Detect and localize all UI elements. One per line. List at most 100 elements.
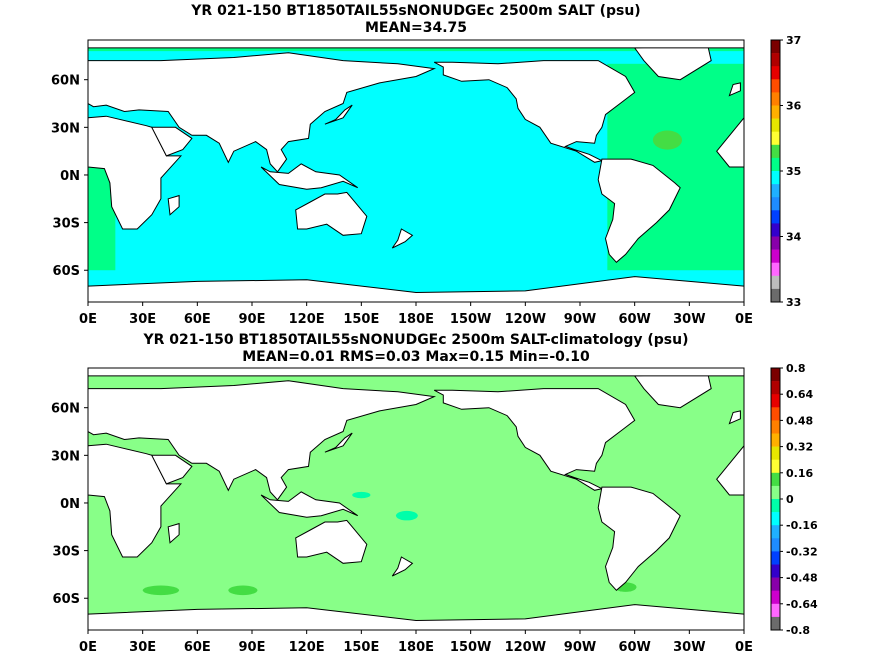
x-tick-label: 60E bbox=[184, 640, 211, 655]
colorbar-label: -0.64 bbox=[786, 598, 818, 611]
x-tick-label: 150W bbox=[450, 640, 491, 655]
landmass-americas_s bbox=[597, 158, 681, 263]
x-tick-label: 30W bbox=[673, 640, 705, 655]
landmass-africa_w bbox=[716, 445, 744, 496]
colorbar-label: -0.48 bbox=[786, 572, 818, 585]
y-tick-label: 30S bbox=[53, 217, 80, 232]
colorbar-segment bbox=[771, 577, 780, 591]
colorbar-segment bbox=[771, 459, 780, 474]
landmass-antarctica bbox=[88, 604, 744, 630]
colorbar-label: 33 bbox=[786, 296, 801, 309]
landmass-arctic bbox=[88, 40, 744, 49]
landmass-uk bbox=[728, 82, 741, 97]
colorbar-segment bbox=[771, 590, 780, 605]
colorbar-label: -0.32 bbox=[786, 545, 818, 558]
x-tick-label: 120E bbox=[289, 640, 325, 655]
landmass-madagascar bbox=[167, 522, 180, 544]
positive-patch bbox=[142, 585, 180, 596]
x-tick-label: 120E bbox=[289, 312, 325, 327]
landmass-americas_s bbox=[597, 486, 681, 591]
colorbar-segment bbox=[771, 79, 780, 93]
near-zero-patch bbox=[395, 510, 418, 521]
colorbar-segment bbox=[771, 144, 780, 159]
x-tick-label: 60W bbox=[618, 640, 650, 655]
colorbar-label: 0.64 bbox=[786, 388, 813, 401]
landmass-eurasia bbox=[88, 380, 437, 501]
x-tick-label: 90E bbox=[239, 640, 266, 655]
colorbar-segment bbox=[771, 66, 780, 80]
y-tick-label: 60N bbox=[51, 402, 80, 417]
y-tick-label: 30N bbox=[51, 121, 80, 136]
colorbar-segment bbox=[771, 381, 780, 395]
colorbar-segment bbox=[771, 118, 780, 132]
landmass-uk bbox=[728, 410, 741, 425]
colorbar-segment bbox=[771, 368, 780, 382]
colorbar-segment bbox=[771, 92, 780, 106]
colorbar-label: -0.16 bbox=[786, 519, 818, 532]
top-panel-title: YR 021-150 BT1850TAIL55sNONUDGEc 2500m S… bbox=[191, 3, 641, 19]
landmass-africa bbox=[88, 443, 183, 558]
colorbar-segment bbox=[771, 551, 780, 565]
colorbar-label: 37 bbox=[786, 34, 801, 47]
positive-patch bbox=[228, 585, 258, 596]
x-tick-label: 60W bbox=[618, 312, 650, 327]
colorbar-label: 35 bbox=[786, 165, 801, 178]
colorbar-segment bbox=[771, 157, 780, 172]
colorbar-label: 0.16 bbox=[786, 467, 813, 480]
x-tick-label: 90E bbox=[239, 312, 266, 327]
colorbar-label: 34 bbox=[786, 231, 802, 244]
map-panel-1: 0E 30E 60E 90E 120E 150E 180E 150W 120W 90W 60W 30W… bbox=[51, 34, 802, 327]
colorbar-segment bbox=[771, 407, 780, 421]
colorbar-segment bbox=[771, 538, 780, 552]
colorbar-segment bbox=[771, 184, 780, 198]
colorbar-label: 36 bbox=[786, 100, 802, 113]
landmass-japan bbox=[324, 432, 353, 453]
y-tick-label: 60S bbox=[53, 592, 80, 607]
landmass-antarctica bbox=[88, 276, 744, 302]
map-field-1 bbox=[88, 40, 744, 302]
x-tick-label: 0E bbox=[79, 312, 97, 327]
landmass-eurasia bbox=[88, 52, 437, 173]
colorbar-segment bbox=[771, 262, 780, 277]
landmass-australia bbox=[295, 519, 368, 564]
x-tick-label: 60E bbox=[184, 312, 211, 327]
colorbar-segment bbox=[771, 223, 780, 237]
x-tick-label: 30E bbox=[129, 640, 156, 655]
map-panel-2: 0E 30E 60E 90E 120E 150E 180E 150W 120W 90W 60W 30W… bbox=[51, 362, 818, 655]
colorbar-label: 0.8 bbox=[786, 362, 806, 375]
x-tick-label: 120W bbox=[505, 640, 546, 655]
x-tick-label: 30W bbox=[673, 312, 705, 327]
landmass-madagascar bbox=[167, 194, 180, 216]
x-tick-label: 120W bbox=[505, 312, 546, 327]
landmass-newzealand bbox=[391, 228, 414, 249]
y-tick-label: 0N bbox=[60, 497, 80, 512]
colorbar-segment bbox=[771, 249, 780, 263]
landmass-americas_n bbox=[433, 388, 636, 491]
colorbar-label: 0 bbox=[786, 493, 794, 506]
colorbar-segment bbox=[771, 616, 780, 631]
landmass-indonesia bbox=[260, 491, 358, 518]
colorbar-label: 0.32 bbox=[786, 441, 813, 454]
y-tick-label: 30S bbox=[53, 545, 80, 560]
x-tick-label: 90W bbox=[564, 640, 596, 655]
x-tick-label: 150E bbox=[343, 312, 379, 327]
colorbar-segment bbox=[771, 472, 780, 487]
colorbar-1: 37 36 35 34 33 bbox=[770, 34, 802, 309]
colorbar-segment bbox=[771, 603, 780, 618]
colorbar-segment bbox=[771, 485, 780, 500]
x-tick-label: 90W bbox=[564, 312, 596, 327]
x-tick-label: 0E bbox=[79, 640, 97, 655]
bottom-panel-title: YR 021-150 BT1850TAIL55sNONUDGEc 2500m S… bbox=[143, 332, 689, 348]
landmass-arabia bbox=[150, 126, 193, 157]
top-panel-subtitle: MEAN=34.75 bbox=[364, 20, 468, 36]
x-tick-label: 180E bbox=[398, 640, 434, 655]
x-tick-label: 0E bbox=[735, 312, 753, 327]
landmass-arctic bbox=[88, 368, 744, 377]
near-zero-patch bbox=[352, 491, 371, 499]
colorbar-segment bbox=[771, 197, 780, 211]
y-tick-label: 60S bbox=[53, 264, 80, 279]
x-tick-label: 150W bbox=[450, 312, 491, 327]
y-tick-label: 30N bbox=[51, 449, 80, 464]
subtropical-high-patch bbox=[652, 130, 683, 150]
